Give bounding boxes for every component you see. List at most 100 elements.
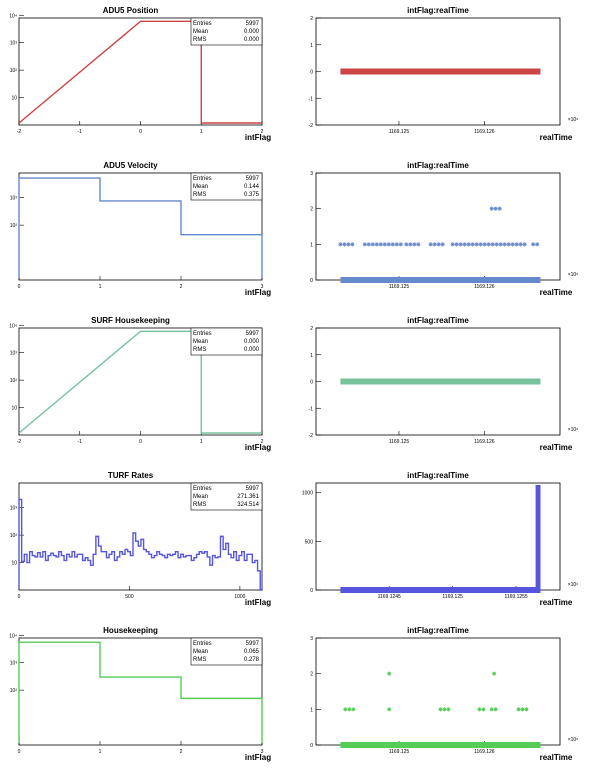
scatter-panel-4: intFlag:realTime realTime 0 500 1000 1169.124… [302,471,578,607]
marker-stroke [489,707,494,712]
marker-stroke [342,242,347,247]
y-tick-label: -1 [309,406,314,412]
x-exponent-label: ×10⁶ [568,117,579,123]
x-tick-label: 3 [261,284,264,290]
data-point [510,242,515,247]
data-point [446,707,451,712]
marker-stroke [391,242,395,247]
y-tick-label: 10³ [10,351,18,357]
marker-stroke [379,242,383,247]
y-tick-label: 10³ [10,41,18,47]
y-tick-label: 10 [11,406,17,412]
stats-label: Entries [193,176,212,182]
stats-value: 0.000 [244,339,260,345]
data-point [478,242,483,247]
x-exponent-label: ×10⁶ [568,737,579,743]
marker-stroke [350,242,355,247]
stats-box: Entries 5997 Mean 271.361 RMS 324.514 [190,482,263,511]
x-axis-title: realTime [540,288,573,297]
marker-stroke [470,242,475,247]
data-point [466,242,471,247]
x-tick-label: -1 [78,439,83,445]
stats-label: Mean [193,494,208,500]
data-point [436,242,441,247]
data-point [386,242,391,247]
data-point [416,242,421,247]
x-axis-title: realTime [540,443,573,452]
x-tick-label: 1169.126 [474,129,495,135]
marker-stroke [474,242,479,247]
panel-title: SURF Housekeeping [91,316,170,325]
data-point [481,707,486,712]
data-point [531,242,536,247]
marker-stroke [387,707,391,712]
data-point [387,671,392,676]
stats-value: 5997 [246,21,260,27]
stats-box: Entries 5997 Mean 0.144 RMS 0.375 [190,172,263,201]
marker-stroke [520,707,525,712]
histogram-line [18,177,263,278]
marker-stroke [450,242,455,247]
stats-frame [190,482,263,511]
stats-frame [190,17,263,46]
stats-label: RMS [193,657,206,663]
panel-title: intFlag:realTime [407,316,469,325]
x-axis-title: intFlag [245,598,271,607]
stats-label: Entries [193,331,212,337]
x-tick-label: 1169.126 [474,284,495,290]
marker-stroke [387,671,391,676]
stats-value: 0.000 [244,29,260,35]
stats-label: RMS [193,192,206,198]
data-point [474,242,479,247]
y-tick-label: 2 [310,207,313,213]
marker-stroke [399,242,403,247]
data-point [516,707,521,712]
marker-stroke [351,707,356,712]
data-point [535,242,540,247]
panel-title: ADU5 Velocity [103,161,158,170]
data-point [440,242,445,247]
y-tick-label: 10⁴ [9,633,17,639]
data-point [458,242,463,247]
data-point [442,707,447,712]
stats-box: Entries 5997 Mean 0.000 RMS 0.000 [190,327,263,356]
marker-stroke [446,707,451,712]
histogram-panel-5: Housekeeping intFlag 0 1 2 3 10² 10³ 10⁴ Entries 5… [9,626,271,762]
data-point [490,242,495,247]
marker-stroke [363,242,367,247]
stats-value: 0.144 [244,184,260,190]
panel-title: TURF Rates [108,471,154,480]
data-point [497,206,502,211]
panel-title: intFlag:realTime [407,471,469,480]
data-point [518,242,523,247]
data-point [340,587,541,593]
x-tick-label: 1169.1255 [504,594,527,600]
data-point [340,68,541,75]
data-point [486,242,491,247]
x-tick-label: 500 [125,594,134,600]
x-tick-label: 1169.125 [389,749,410,755]
x-axis-title: realTime [540,598,573,607]
y-tick-label: 3 [310,636,313,642]
data-point [493,707,498,712]
stats-box: Entries 5997 Mean 0.000 RMS 0.000 [190,17,263,46]
marker-stroke [367,242,371,247]
x-tick-label: 3 [261,749,264,755]
y-tick-label: 10² [10,378,18,384]
scatter-panel-5: intFlag:realTime realTime 0 1 2 3 1169.125 1169… [310,626,578,762]
data-point [370,242,375,247]
scatter-panel-3: intFlag:realTime realTime -2 -1 0 1 2 1169.125 1… [309,316,579,452]
y-tick-label: 1 [310,707,313,713]
x-tick-label: 2 [180,749,183,755]
marker-stroke [338,242,343,247]
y-tick-label: 10³ [10,196,18,202]
y-tick-label: 10² [10,68,18,74]
data-point [489,206,494,211]
x-tick-label: 1169.126 [474,439,495,445]
marker-stroke [518,242,523,247]
stats-label: Entries [193,641,212,647]
stats-value: 0.000 [244,347,260,353]
stats-label: RMS [193,502,206,508]
data-point [535,484,541,590]
